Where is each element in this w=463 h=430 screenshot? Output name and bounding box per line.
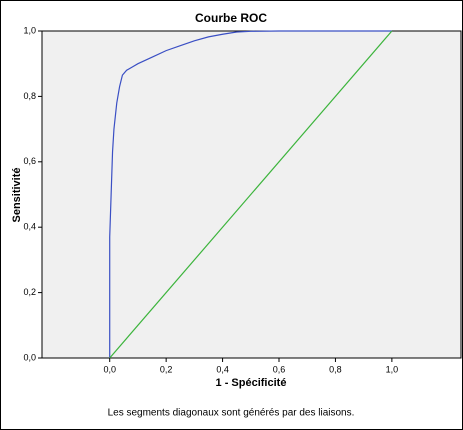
y-tick-label: 0,0 <box>23 352 36 362</box>
x-tick-label: 0,4 <box>216 364 229 374</box>
chart-title: Courbe ROC <box>195 11 267 25</box>
series-line <box>109 30 393 359</box>
x-tick-label: 1,0 <box>386 364 399 374</box>
x-tick-label: 0,8 <box>329 364 342 374</box>
y-tick-label: 0,4 <box>23 222 36 232</box>
y-axis-title: Sensitivité <box>11 167 23 222</box>
footnote: Les segments diagonaux sont générés par … <box>108 408 355 419</box>
x-tick-label: 0,6 <box>273 364 286 374</box>
x-axis-title: 1 - Spécificité <box>216 377 287 389</box>
x-tick-label: 0,2 <box>160 364 173 374</box>
y-tick-label: 0,8 <box>23 91 36 101</box>
y-tick-label: 0,6 <box>23 156 36 166</box>
x-tick-label: 0,0 <box>103 364 116 374</box>
y-tick-label: 0,2 <box>23 287 36 297</box>
series-line <box>109 30 392 358</box>
y-tick-label: 1,0 <box>23 25 36 35</box>
